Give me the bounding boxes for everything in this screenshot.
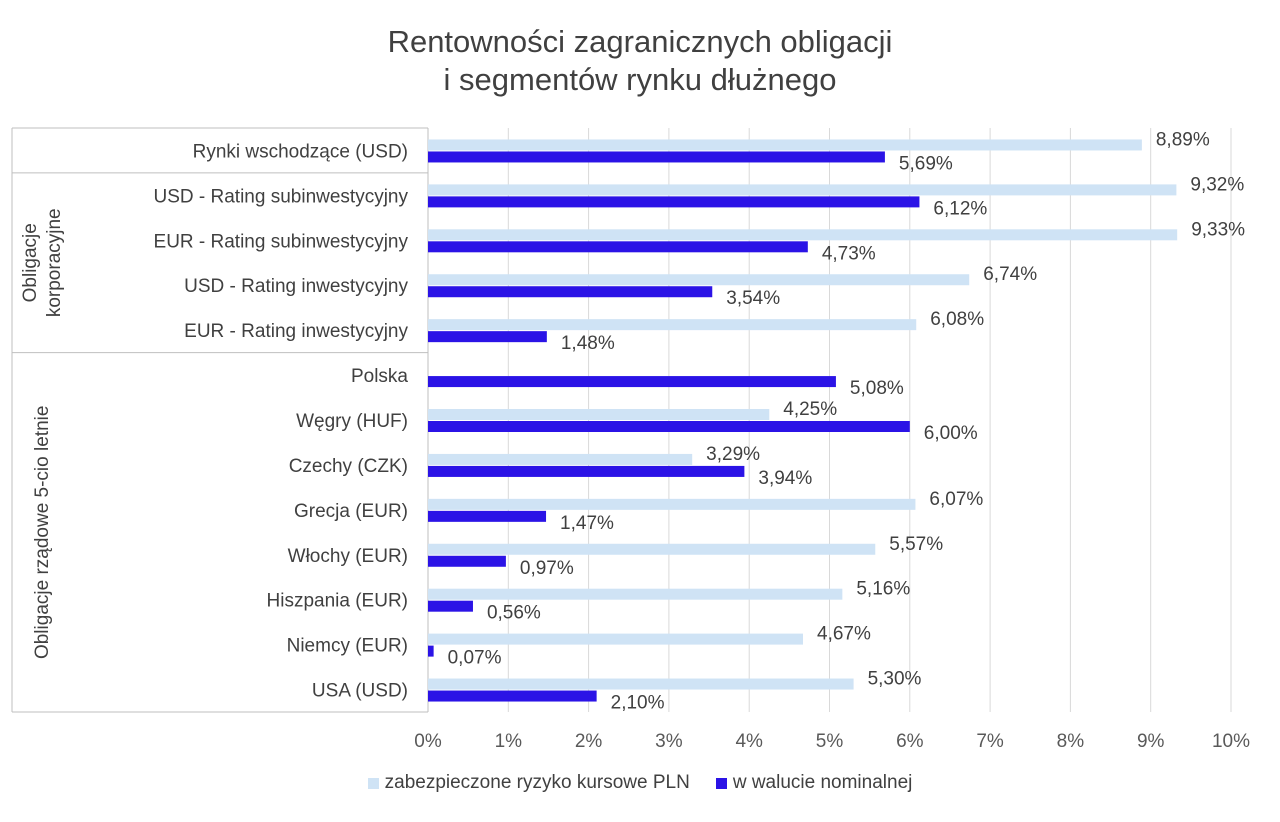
data-label-nominal: 5,69% [899,153,953,174]
data-label-hedged: 6,74% [983,264,1037,285]
x-tick-label: 5% [816,731,844,752]
bar-hedged [428,633,804,645]
bar-hedged [428,319,917,331]
bar-chart: 0% 1% 2% 3% 4% 5% 6% 7% 8% 9% 10% Obligacje korporac… [11,127,1250,752]
data-label-nominal: 3,54% [726,288,780,309]
bar-hedged [428,678,854,690]
bar-hedged [428,274,970,286]
data-label-nominal: 5,08% [850,378,904,399]
data-label-hedged: 6,07% [929,489,983,510]
category-label: USD - Rating inwestycyjny [184,276,408,297]
data-label-nominal: 1,47% [560,513,614,534]
chart-title-line-2: i segmentów rynku dłużnego [443,62,837,97]
group-label: Obligacje korporacyjne [20,208,65,317]
bar-nominal [428,151,885,163]
x-tick-label: 6% [896,731,924,752]
data-label-nominal: 1,48% [561,333,615,354]
data-label-hedged: 5,57% [889,534,943,555]
data-label-hedged: 8,89% [1156,129,1210,150]
data-label-hedged: 4,67% [817,624,871,645]
bar-nominal [428,331,547,343]
bar-hedged [428,543,876,555]
data-label-hedged: 9,33% [1191,219,1245,240]
x-tick-label: 8% [1057,731,1085,752]
chart-title-line-1: Rentowności zagranicznych obligacji [387,24,893,59]
category-label: EUR - Rating subinwestycyjny [154,231,409,252]
legend-item-hedged: zabezpieczone ryzyko kursowe PLN [367,772,690,794]
category-label: Grecja (EUR) [294,501,408,522]
legend-swatch-nominal [715,777,727,789]
bar-nominal [428,241,808,253]
data-label-nominal: 0,56% [487,603,541,624]
data-label-hedged: 5,30% [868,669,922,690]
x-tick-label: 9% [1137,731,1165,752]
x-tick-label: 3% [655,731,683,752]
category-label: Polska [351,366,408,387]
data-label-hedged: 9,32% [1190,174,1244,195]
bar-nominal [428,555,506,567]
bar-hedged [428,409,770,420]
bar-nominal [428,690,597,702]
bar-hedged [428,229,1178,241]
legend-swatch-hedged [367,777,379,789]
x-tick-label: 0% [414,731,442,752]
x-tick-label: 4% [735,731,763,752]
bar-nominal [428,421,910,432]
data-label-nominal: 6,12% [933,198,987,219]
category-label: EUR - Rating inwestycyjny [184,321,408,342]
bar-hedged [428,453,693,465]
data-label-nominal: 2,10% [611,693,665,714]
data-label-hedged: 4,25% [783,399,837,420]
legend-label-hedged: zabezpieczone ryzyko kursowe PLN [384,772,690,793]
x-tick-label: 2% [575,731,603,752]
bar-nominal [428,600,473,612]
legend-label-nominal: w walucie nominalnej [732,772,913,793]
legend-item-nominal: w walucie nominalnej [715,772,913,794]
bar-hedged [428,588,843,600]
x-tick-label: 7% [976,731,1004,752]
data-label-hedged: 3,29% [706,444,760,465]
bar-nominal [428,465,745,477]
bar-nominal [428,196,920,208]
data-label-nominal: 6,00% [924,423,978,444]
data-label-hedged: 5,16% [856,579,910,600]
data-label-nominal: 3,94% [758,468,812,489]
category-label: Niemcy (EUR) [287,636,408,657]
category-label: Węgry (HUF) [296,411,408,432]
category-label: Włochy (EUR) [288,546,408,567]
bar-nominal [428,376,836,388]
category-label: USD - Rating subinwestycyjny [154,186,409,207]
data-label-nominal: 4,73% [822,243,876,264]
bar-nominal [428,510,547,522]
x-tick-label: 10% [1212,731,1250,752]
bar-hedged [428,498,916,510]
group-label: Obligacje rządowe 5-cio letnie [32,406,53,659]
category-label: USA (USD) [312,681,408,702]
data-label-nominal: 0,97% [520,558,574,579]
data-label-nominal: 0,07% [448,648,502,669]
data-label-hedged: 6,08% [930,309,984,330]
bar-hedged [428,139,1142,151]
bar-hedged [428,184,1177,196]
category-label: Hiszpania (EUR) [267,591,408,612]
category-label: Rynki wschodzące (USD) [193,141,408,162]
bar-nominal [428,286,713,298]
bar-nominal [428,645,434,657]
x-tick-label: 1% [495,731,523,752]
category-label: Czechy (CZK) [289,456,408,477]
chart-legend: zabezpieczone ryzyko kursowe PLN w waluc… [0,772,1280,794]
